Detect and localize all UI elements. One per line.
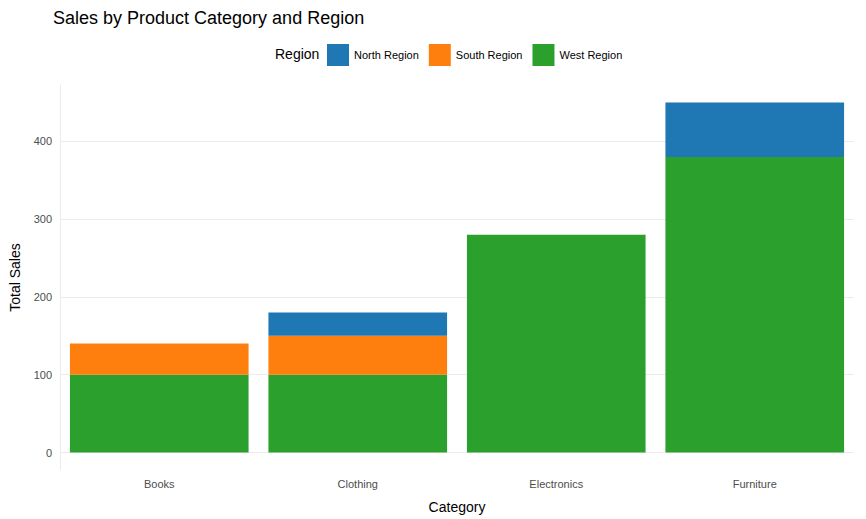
svg-text:Electronics: Electronics — [529, 478, 583, 490]
svg-text:Category: Category — [429, 499, 486, 515]
svg-text:Total Sales: Total Sales — [7, 243, 23, 311]
svg-text:400: 400 — [34, 135, 52, 147]
svg-text:0: 0 — [46, 447, 52, 459]
svg-text:Sales by Product Category and: Sales by Product Category and Region — [53, 8, 364, 28]
svg-text:South Region: South Region — [456, 49, 523, 61]
svg-text:100: 100 — [34, 369, 52, 381]
svg-text:Clothing: Clothing — [338, 478, 378, 490]
svg-text:Books: Books — [144, 478, 175, 490]
svg-text:300: 300 — [34, 213, 52, 225]
svg-text:Region: Region — [275, 46, 319, 62]
svg-text:North Region: North Region — [354, 49, 419, 61]
svg-text:200: 200 — [34, 291, 52, 303]
svg-text:Furniture: Furniture — [733, 478, 777, 490]
svg-text:West Region: West Region — [559, 49, 622, 61]
